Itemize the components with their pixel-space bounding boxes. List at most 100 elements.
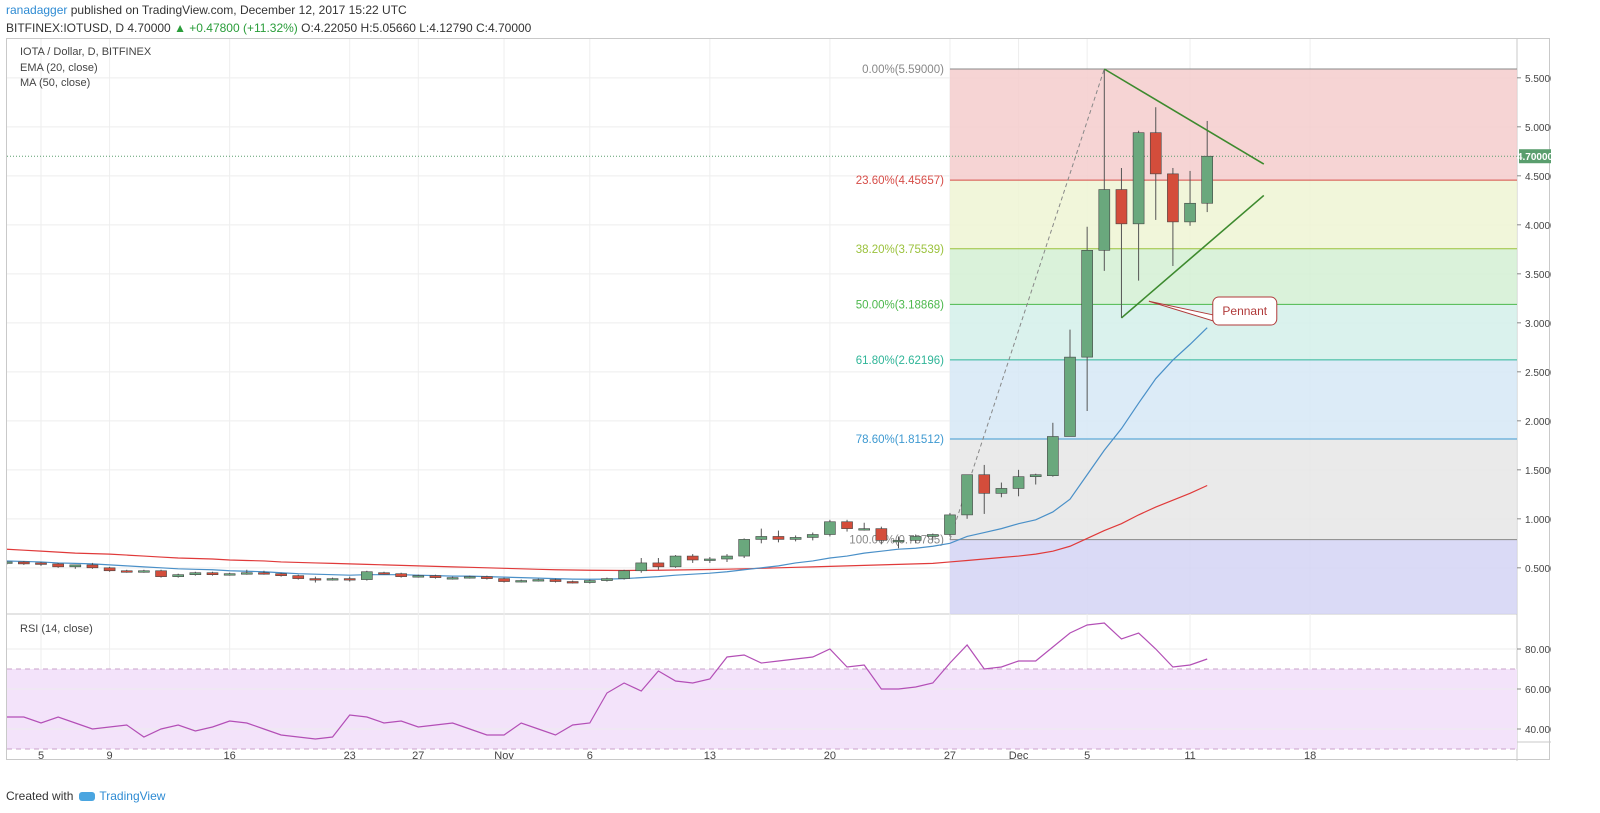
fib-level-label: 78.60%(1.81512)	[856, 434, 944, 446]
candle-body	[343, 578, 356, 581]
y-tick-label: 4.00000	[1525, 221, 1551, 232]
candle-body	[772, 536, 785, 540]
footer: Created with TradingView	[6, 789, 165, 803]
x-tick-label: 13	[704, 750, 716, 761]
candle-body	[7, 561, 13, 564]
tradingview-link[interactable]: TradingView	[99, 789, 166, 803]
y-tick-label: 5.00000	[1525, 123, 1551, 134]
candle-body	[549, 579, 562, 582]
candle-body	[892, 540, 905, 543]
fib-zone	[949, 248, 1517, 305]
candle-body	[1115, 189, 1128, 225]
x-tick-label: 16	[224, 750, 236, 761]
candle-body	[841, 521, 853, 529]
candle-body	[86, 564, 99, 569]
candle-body	[532, 579, 545, 582]
x-tick-label: 23	[344, 750, 356, 761]
price-change: ▲ +0.47800 (+11.32%)	[174, 21, 298, 35]
candle-body	[875, 528, 888, 541]
candle-body	[1184, 202, 1196, 223]
candle-body	[652, 562, 665, 568]
candle-body	[1149, 132, 1162, 175]
candle-body	[944, 514, 956, 535]
candle-body	[292, 575, 305, 579]
candle-body	[1081, 250, 1093, 358]
x-tick-label: 5	[1084, 750, 1090, 761]
candle-body	[858, 528, 871, 531]
last-price-label: 4.70000	[1517, 152, 1551, 163]
y-tick-label: 3.50000	[1525, 270, 1551, 281]
candle-body	[1047, 436, 1059, 477]
candle-body	[909, 536, 922, 541]
candle-body	[806, 534, 819, 538]
fib-zone	[949, 359, 1517, 439]
price-chart[interactable]: 5 9 16 23 27 Nov 6 13 20 27 Dec 5 11 18 0.50000 1.00000…	[7, 39, 1551, 761]
last-price-badge	[1519, 149, 1551, 164]
candle-body	[103, 567, 116, 572]
pennant-upper-trendline	[1103, 68, 1265, 165]
candle-body	[275, 573, 287, 576]
candle-body	[755, 536, 768, 540]
created-with-text: Created with	[6, 789, 74, 803]
x-tick-label: Nov	[494, 750, 514, 761]
fib-zone	[949, 180, 1517, 249]
candle-body	[172, 574, 184, 577]
fib-zone	[949, 69, 1517, 181]
y-tick-label: 5.50000	[1525, 74, 1551, 85]
candle-body	[704, 558, 716, 561]
x-tick-label: 9	[107, 750, 113, 761]
candle-body	[1029, 474, 1042, 477]
fib-level-label: 38.20%(3.75539)	[856, 244, 944, 256]
candle-body	[258, 572, 270, 575]
rsi-legend[interactable]: RSI (14, close)	[20, 623, 93, 635]
candle-body	[155, 570, 167, 577]
fib-level-label: 0.00%(5.59000)	[862, 64, 944, 76]
candle-body	[635, 562, 648, 572]
chart-frame[interactable]: 5 9 16 23 27 Nov 6 13 20 27 Dec 5 11 18 0.50000 1.00000…	[6, 38, 1551, 761]
ma-legend[interactable]: MA (50, close)	[20, 77, 91, 89]
candle-body	[481, 576, 493, 579]
fib-level-label: 50.00%(3.18868)	[856, 299, 944, 311]
candle-body	[189, 572, 202, 575]
candle-body	[223, 573, 236, 576]
author-link[interactable]: ranadagger	[6, 3, 68, 17]
pennant-callout-label: Pennant	[1222, 304, 1267, 318]
ma50-line	[7, 484, 1208, 572]
candle-body	[515, 580, 528, 583]
y-tick-label: 2.00000	[1525, 417, 1551, 428]
x-tick-label: Dec	[1009, 750, 1029, 761]
fib-level-label: 23.60%(4.45657)	[856, 175, 944, 187]
rsi-tick-label: 80.0000	[1525, 645, 1551, 656]
candle-body	[738, 539, 750, 557]
x-tick-label: 20	[824, 750, 836, 761]
candle-body	[138, 570, 150, 573]
candle-body	[309, 578, 322, 581]
ema-legend[interactable]: EMA (20, close)	[20, 62, 98, 74]
chart-header: ranadagger published on TradingView.com,…	[6, 3, 531, 36]
candle-body	[961, 474, 973, 516]
candle-body	[241, 572, 253, 575]
candle-body	[669, 555, 682, 568]
publish-info: published on TradingView.com, December 1…	[70, 3, 407, 17]
candle-body	[326, 578, 339, 581]
candle-body	[206, 572, 219, 575]
fib-anchor-line	[949, 68, 1105, 540]
pennant-callout-box	[1212, 296, 1278, 326]
y-tick-label: 0.50000	[1525, 564, 1551, 575]
tradingview-logo-icon	[79, 792, 96, 802]
fib-zone	[949, 539, 1517, 614]
candle-body	[463, 576, 476, 579]
candle-body	[824, 521, 836, 535]
rsi-tick-label: 60.0000	[1525, 685, 1551, 696]
candle-body	[120, 570, 133, 573]
candle-body	[18, 561, 30, 565]
candle-body	[395, 573, 407, 577]
candle-body	[35, 562, 47, 565]
candle-body	[446, 577, 459, 580]
candle-body	[1167, 173, 1179, 223]
candle-body	[498, 578, 510, 582]
y-tick-label: 1.50000	[1525, 466, 1551, 477]
fib-level-label: 61.80%(2.62196)	[856, 355, 944, 367]
candle-body	[69, 564, 82, 568]
candle-body	[378, 572, 390, 575]
